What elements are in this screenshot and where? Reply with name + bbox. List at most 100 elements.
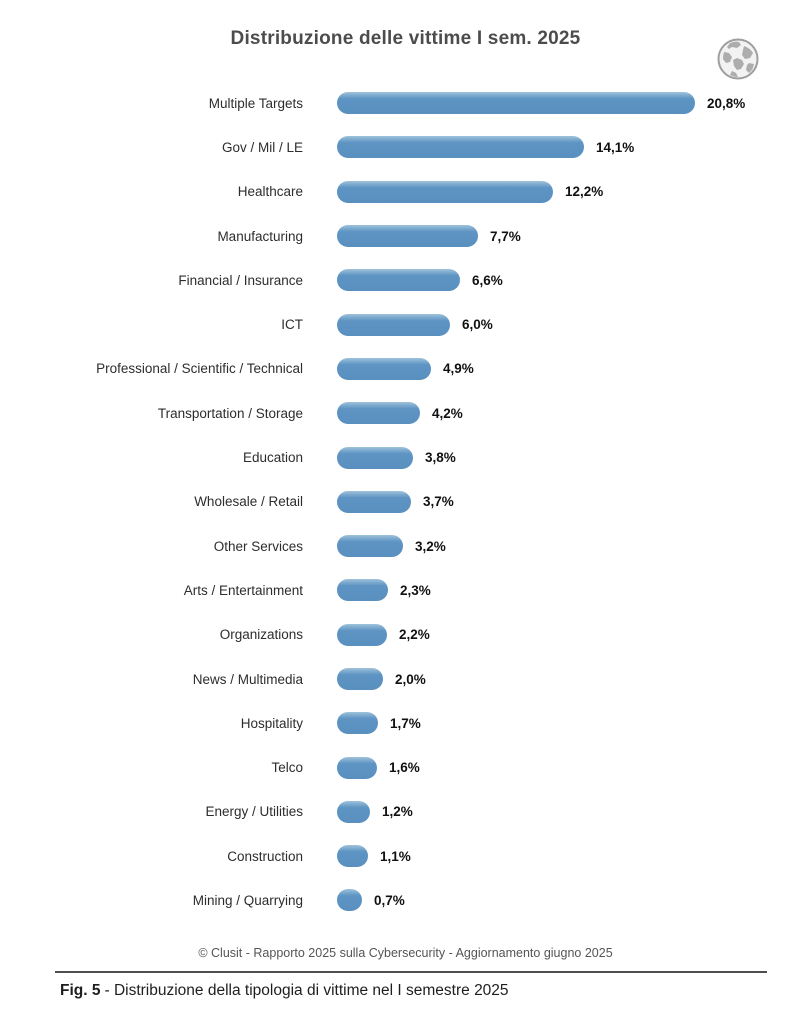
bar-area: 14,1% xyxy=(337,136,635,159)
category-label: Manufacturing xyxy=(217,228,303,244)
value-label: 12,2% xyxy=(565,184,604,200)
bar xyxy=(337,402,420,425)
bar-area: 7,7% xyxy=(337,225,521,248)
bar-area: 0,7% xyxy=(337,889,405,912)
bar xyxy=(337,889,362,912)
chart-row: Arts / Entertainment 2,3% xyxy=(0,568,811,612)
chart-row: Education 3,8% xyxy=(0,435,811,479)
bar-area: 4,9% xyxy=(337,357,474,380)
bar-area: 2,2% xyxy=(337,623,430,646)
value-label: 1,2% xyxy=(382,804,413,820)
value-label: 20,8% xyxy=(707,95,746,111)
value-label: 2,3% xyxy=(400,582,431,598)
bar-area: 1,1% xyxy=(337,845,411,868)
figure-label: Fig. 5 xyxy=(60,982,101,999)
bar xyxy=(337,579,388,602)
bar-area: 3,8% xyxy=(337,446,456,469)
bar xyxy=(337,535,403,558)
chart-row: Transportation / Storage 4,2% xyxy=(0,391,811,435)
category-label: Wholesale / Retail xyxy=(194,494,303,510)
globe-icon xyxy=(717,38,759,80)
chart-row: Healthcare 12,2% xyxy=(0,170,811,214)
category-label: Transportation / Storage xyxy=(157,405,303,421)
bar-area: 2,0% xyxy=(337,668,426,690)
chart-row: Hospitality 1,7% xyxy=(0,701,811,745)
value-label: 3,8% xyxy=(425,450,456,466)
chart-row: Construction 1,1% xyxy=(0,834,811,878)
chart-row: Manufacturing 7,7% xyxy=(0,214,811,258)
bar-area: 12,2% xyxy=(337,180,604,203)
chart-row: Financial / Insurance 6,6% xyxy=(0,258,811,302)
value-label: 1,7% xyxy=(390,715,421,731)
bar-area: 3,7% xyxy=(337,490,454,513)
chart-title: Distribuzione delle vittime I sem. 2025 xyxy=(230,28,581,49)
bar xyxy=(337,668,383,690)
chart-row: Organizations 2,2% xyxy=(0,613,811,657)
bar xyxy=(337,623,387,646)
bar xyxy=(337,756,377,779)
chart-row: Telco 1,6% xyxy=(0,745,811,789)
category-label: ICT xyxy=(281,317,303,333)
bar-area: 1,6% xyxy=(337,756,420,779)
bar xyxy=(337,180,553,203)
bar xyxy=(337,490,411,513)
category-label: Healthcare xyxy=(237,184,303,200)
copyright-text: © Clusit - Rapporto 2025 sulla Cybersecu… xyxy=(198,946,613,960)
bar xyxy=(337,225,478,248)
chart-row: ICT 6,0% xyxy=(0,302,811,346)
category-label: Financial / Insurance xyxy=(178,272,303,288)
chart-row: Energy / Utilities 1,2% xyxy=(0,790,811,834)
chart-rows: Multiple Targets 20,8% Gov / Mil / LE 14… xyxy=(0,81,811,923)
value-label: 6,6% xyxy=(472,272,503,288)
chart-row: News / Multimedia 2,0% xyxy=(0,657,811,701)
chart-row: Mining / Quarrying 0,7% xyxy=(0,878,811,922)
bar-area: 6,6% xyxy=(337,269,503,292)
bar-area: 1,7% xyxy=(337,712,421,735)
chart-row: Other Services 3,2% xyxy=(0,524,811,568)
category-label: Professional / Scientific / Technical xyxy=(96,361,303,377)
bar xyxy=(337,269,460,292)
figure-caption: Fig. 5- Distribuzione della tipologia di… xyxy=(60,982,509,1000)
category-label: Hospitality xyxy=(240,715,303,731)
category-label: Mining / Quarrying xyxy=(192,892,303,908)
figure-caption-text: - Distribuzione della tipologia di vitti… xyxy=(104,982,509,999)
bar xyxy=(337,800,370,823)
value-label: 3,2% xyxy=(415,538,446,554)
bar-area: 1,2% xyxy=(337,800,413,823)
bar-area: 4,2% xyxy=(337,402,463,425)
category-label: Energy / Utilities xyxy=(205,804,303,820)
category-label: Organizations xyxy=(219,627,303,643)
value-label: 4,2% xyxy=(432,405,463,421)
value-label: 2,0% xyxy=(395,671,426,687)
bar xyxy=(337,712,378,735)
category-label: Telco xyxy=(271,760,303,776)
caption-divider xyxy=(55,971,767,973)
category-label: Arts / Entertainment xyxy=(183,582,303,598)
bar xyxy=(337,446,413,469)
bar xyxy=(337,313,450,336)
bar xyxy=(337,92,695,115)
chart-row: Wholesale / Retail 3,7% xyxy=(0,480,811,524)
chart-row: Multiple Targets 20,8% xyxy=(0,81,811,125)
category-label: Gov / Mil / LE xyxy=(221,139,303,155)
chart-row: Gov / Mil / LE 14,1% xyxy=(0,125,811,169)
bar-area: 3,2% xyxy=(337,535,446,558)
bar xyxy=(337,357,431,380)
category-label: News / Multimedia xyxy=(192,671,303,687)
chart-row: Professional / Scientific / Technical 4,… xyxy=(0,347,811,391)
value-label: 6,0% xyxy=(462,317,493,333)
value-label: 4,9% xyxy=(443,361,474,377)
value-label: 1,1% xyxy=(380,848,411,864)
bar xyxy=(337,136,584,159)
value-label: 1,6% xyxy=(389,760,420,776)
bar-area: 2,3% xyxy=(337,579,431,602)
value-label: 0,7% xyxy=(374,892,405,908)
category-label: Education xyxy=(242,450,303,466)
bar-area: 20,8% xyxy=(337,92,746,115)
category-label: Other Services xyxy=(213,538,303,554)
value-label: 2,2% xyxy=(399,627,430,643)
bar-area: 6,0% xyxy=(337,313,493,336)
value-label: 14,1% xyxy=(596,139,635,155)
bar xyxy=(337,845,368,868)
